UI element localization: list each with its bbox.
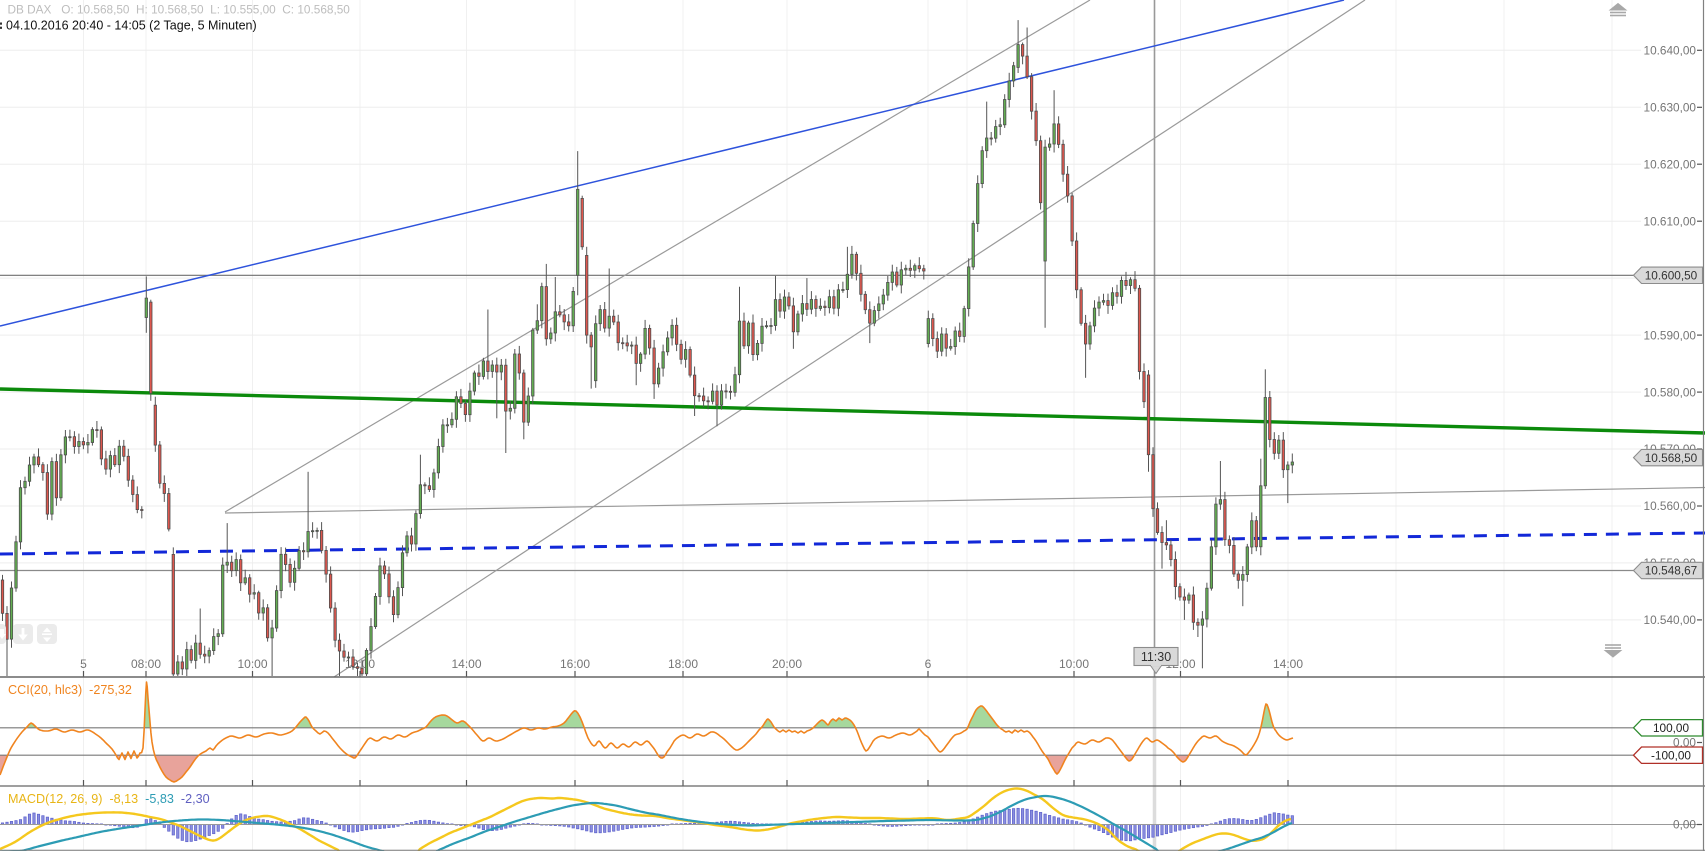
svg-text:MACD(12, 26, 9) -8,13 -5,83: MACD(12, 26, 9) -8,13 -5,83 -2,30 bbox=[8, 792, 210, 806]
svg-text:11:30: 11:30 bbox=[1141, 650, 1171, 664]
svg-text:08:00: 08:00 bbox=[131, 657, 161, 671]
svg-text:10.560,00: 10.560,00 bbox=[1644, 499, 1697, 513]
svg-text:10.540,00: 10.540,00 bbox=[1644, 613, 1697, 627]
svg-text:10.568,50: 10.568,50 bbox=[1645, 451, 1698, 465]
svg-text:18:00: 18:00 bbox=[668, 657, 698, 671]
svg-text:5: 5 bbox=[80, 657, 87, 671]
svg-text:10:00: 10:00 bbox=[237, 657, 267, 671]
svg-text:10.548,67: 10.548,67 bbox=[1645, 564, 1697, 578]
svg-text:10:00: 10:00 bbox=[1059, 657, 1089, 671]
svg-text:10.600,50: 10.600,50 bbox=[1645, 269, 1698, 283]
svg-text:16:00: 16:00 bbox=[560, 657, 590, 671]
svg-text:10.590,00: 10.590,00 bbox=[1644, 328, 1697, 342]
svg-text:10.630,00: 10.630,00 bbox=[1644, 101, 1697, 115]
svg-text:0,00: 0,00 bbox=[1673, 736, 1696, 750]
svg-text:10.610,00: 10.610,00 bbox=[1644, 214, 1697, 228]
svg-text:10.640,00: 10.640,00 bbox=[1644, 44, 1697, 58]
svg-text:14:00: 14:00 bbox=[451, 657, 481, 671]
svg-text:10.620,00: 10.620,00 bbox=[1644, 157, 1697, 171]
svg-text:CCI(20, hlc3) -275,32: CCI(20, hlc3) -275,32 bbox=[8, 683, 132, 697]
svg-text:12:00: 12:00 bbox=[345, 657, 375, 671]
svg-text:14:00: 14:00 bbox=[1273, 657, 1303, 671]
svg-text:10.580,00: 10.580,00 bbox=[1644, 385, 1697, 399]
svg-text:20:00: 20:00 bbox=[772, 657, 802, 671]
svg-text:6: 6 bbox=[925, 657, 932, 671]
svg-text:04.10.2016 20:40 - 14:05 (2 Ta: 04.10.2016 20:40 - 14:05 (2 Tage, 5 Minu… bbox=[6, 19, 257, 33]
svg-text:-100,00: -100,00 bbox=[1651, 748, 1691, 762]
svg-text:100,00: 100,00 bbox=[1653, 721, 1690, 735]
svg-text:0,00: 0,00 bbox=[1673, 818, 1696, 832]
svg-text:DB DAX O: 10.568,50 H: 10.5: DB DAX O: 10.568,50 H: 10.568,50 L: 10.5… bbox=[8, 3, 351, 17]
